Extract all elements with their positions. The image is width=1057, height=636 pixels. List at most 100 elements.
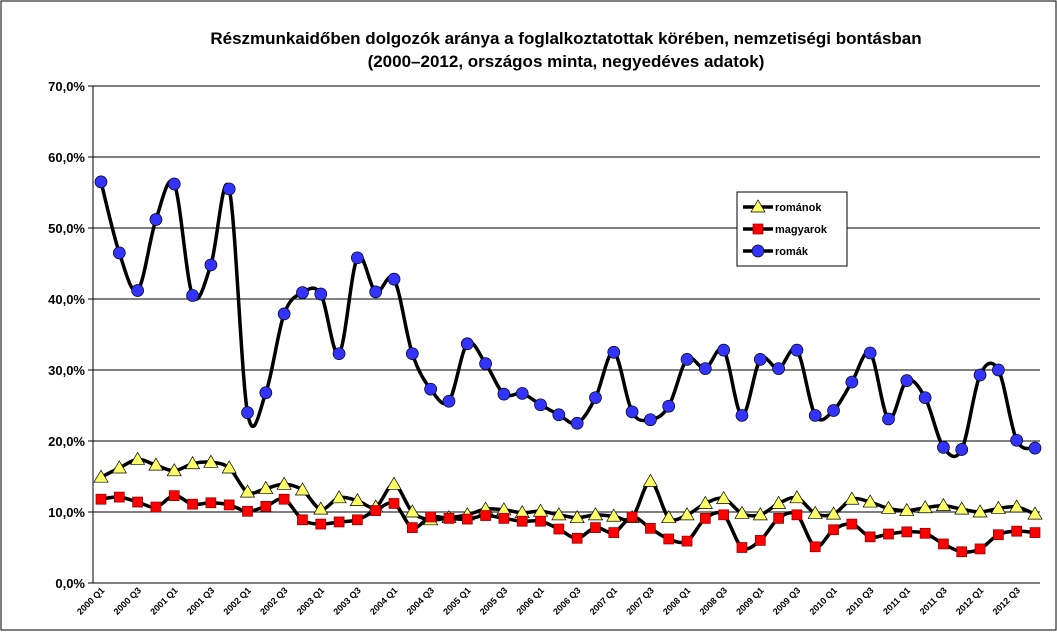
marker <box>918 391 932 405</box>
marker <box>883 528 894 540</box>
marker <box>750 199 766 213</box>
marker <box>222 182 236 196</box>
marker <box>388 498 400 509</box>
y-tick-label: 10,0% <box>48 505 85 520</box>
marker <box>955 443 969 456</box>
marker <box>735 409 749 422</box>
marker <box>406 522 418 533</box>
marker <box>681 535 693 547</box>
marker <box>590 522 601 533</box>
y-tick-label: 70,0% <box>48 79 85 94</box>
marker <box>111 460 127 474</box>
marker <box>882 412 895 426</box>
marker <box>260 500 272 512</box>
marker <box>130 451 146 465</box>
marker <box>187 498 198 510</box>
marker <box>443 513 455 524</box>
marker <box>919 527 931 539</box>
marker <box>751 244 765 258</box>
marker <box>479 357 492 370</box>
marker <box>534 398 547 412</box>
marker <box>241 406 254 419</box>
marker <box>900 374 914 387</box>
marker <box>608 527 620 538</box>
marker <box>386 476 402 490</box>
marker <box>1011 525 1023 537</box>
marker <box>645 522 656 534</box>
marker <box>864 531 876 543</box>
marker <box>589 391 602 405</box>
marker <box>1029 527 1041 538</box>
marker <box>278 493 290 505</box>
marker <box>845 375 859 389</box>
chart-title: Részmunkaidőben dolgozók aránya a foglal… <box>210 29 921 48</box>
marker <box>825 506 842 520</box>
marker <box>352 514 363 526</box>
marker <box>680 353 694 366</box>
marker <box>498 513 510 524</box>
marker <box>990 500 1006 514</box>
marker <box>569 509 585 524</box>
marker <box>313 501 329 515</box>
marker <box>718 509 730 521</box>
marker <box>734 505 750 519</box>
marker <box>717 343 731 357</box>
marker <box>791 509 803 521</box>
chart-subtitle: (2000–2012, országos minta, negyedéves a… <box>368 52 765 71</box>
marker <box>553 523 565 535</box>
marker <box>662 399 676 413</box>
series-line <box>100 493 1036 554</box>
marker <box>424 382 437 396</box>
marker <box>296 286 309 299</box>
marker <box>333 516 345 528</box>
marker <box>899 502 915 516</box>
marker <box>862 494 878 508</box>
y-tick-label: 50,0% <box>48 221 85 236</box>
marker <box>515 387 529 400</box>
marker <box>937 441 950 454</box>
marker <box>349 492 366 506</box>
marker <box>242 505 253 517</box>
marker <box>754 535 766 546</box>
marker <box>132 496 143 508</box>
marker <box>770 495 787 509</box>
marker <box>331 490 347 504</box>
marker <box>314 287 328 301</box>
marker <box>809 541 821 553</box>
marker <box>95 493 107 505</box>
marker <box>828 524 839 536</box>
marker <box>789 490 805 504</box>
marker <box>973 368 987 382</box>
marker <box>166 463 182 477</box>
legend-label: magyarok <box>775 224 828 236</box>
marker <box>276 476 292 490</box>
marker <box>1027 506 1043 520</box>
y-tick-label: 30,0% <box>48 363 85 378</box>
marker <box>880 500 897 514</box>
marker <box>571 532 583 544</box>
marker <box>93 469 109 483</box>
marker <box>607 345 621 359</box>
marker <box>461 513 473 525</box>
marker <box>954 501 970 515</box>
marker <box>752 507 768 521</box>
marker <box>844 491 860 505</box>
marker <box>1028 441 1042 455</box>
marker <box>863 346 877 360</box>
marker <box>297 514 308 526</box>
marker <box>148 457 164 471</box>
marker <box>94 175 108 189</box>
marker <box>700 513 711 524</box>
marker <box>570 416 584 430</box>
marker <box>736 542 748 553</box>
marker <box>497 387 511 401</box>
marker <box>974 543 986 555</box>
marker <box>167 177 181 191</box>
marker <box>223 499 235 511</box>
marker <box>239 484 256 498</box>
y-tick-label: 20,0% <box>48 434 85 449</box>
marker <box>150 501 162 513</box>
marker <box>753 353 767 366</box>
